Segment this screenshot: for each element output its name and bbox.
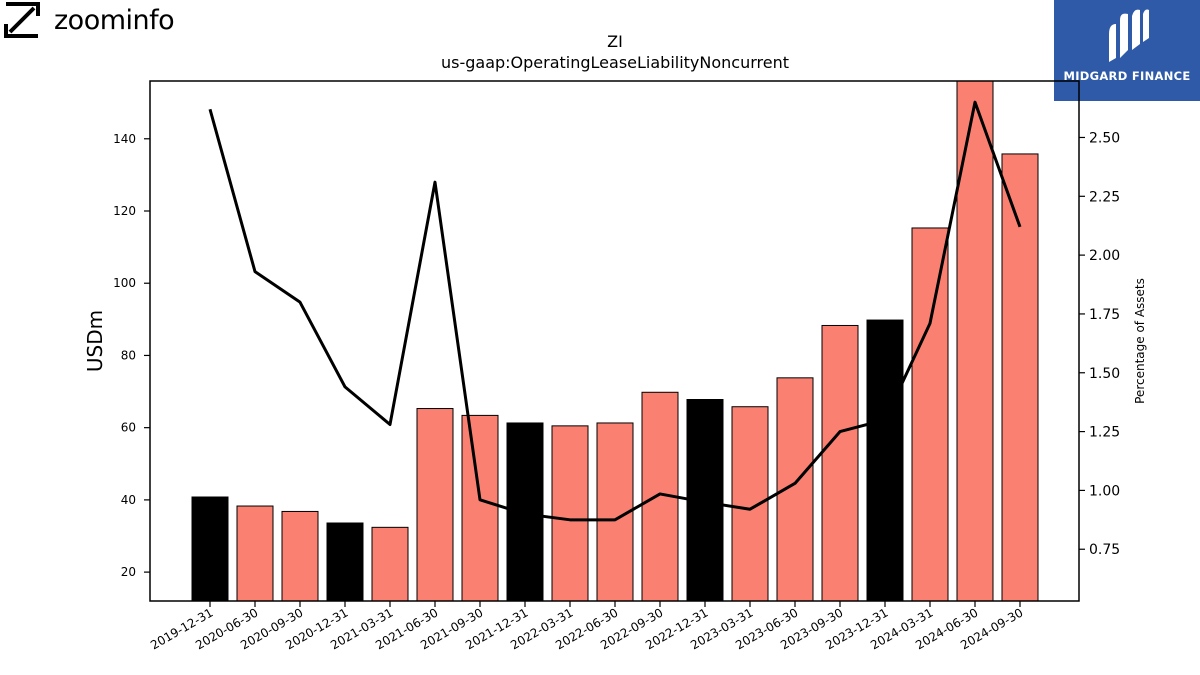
bar-2020-09-30 (281, 510, 319, 602)
percent-of-assets-line (208, 100, 1022, 522)
bar-2019-12-31 (191, 496, 229, 602)
midgard-wordmark: MIDGARD FINANCE (1063, 69, 1191, 83)
bar-2022-03-31 (551, 425, 589, 602)
bar-2020-06-30 (236, 505, 274, 602)
y-tick-label: 60 (121, 421, 136, 435)
y-axis-label: USDm (83, 310, 107, 372)
bar-2023-09-30 (821, 324, 859, 602)
zoominfo-wordmark: zoominfo (54, 4, 175, 36)
y-tick-label: 120 (113, 204, 136, 218)
midgard-emblem-icon (1109, 9, 1149, 62)
zoominfo-logo: zoominfo (4, 2, 175, 38)
bar-2023-03-31 (731, 406, 769, 602)
line-layer (208, 100, 1022, 522)
bar-2021-09-30 (461, 414, 499, 602)
bar-2023-12-31 (866, 319, 904, 602)
midgard-finance-logo: MIDGARD FINANCE (1054, 0, 1200, 101)
y2-tick-label: 0.75 (1089, 542, 1120, 558)
y2-tick-label: 1.00 (1089, 483, 1120, 499)
y-tick-label: 40 (121, 493, 136, 507)
y-tick-label: 20 (121, 565, 136, 579)
bar-2021-06-30 (416, 408, 454, 602)
y-tick-label: 140 (113, 132, 136, 146)
chart-title: ZI (607, 32, 623, 51)
bar-2021-12-31 (506, 422, 544, 602)
bars-layer (191, 80, 1039, 602)
y2-tick-label: 2.00 (1089, 248, 1120, 264)
y-tick-label: 100 (113, 276, 136, 290)
bar-2024-09-30 (1001, 153, 1039, 602)
y2-axis-label: Percentage of Assets (1133, 278, 1147, 404)
zoominfo-icon (4, 2, 40, 38)
y2-tick-label: 2.25 (1089, 189, 1120, 205)
y-tick-label: 80 (121, 348, 136, 362)
bar-2021-03-31 (371, 526, 409, 602)
bar-2020-12-31 (326, 522, 364, 602)
y2-tick-label: 2.50 (1089, 130, 1120, 146)
bar-2024-03-31 (911, 227, 949, 602)
y2-tick-label: 1.50 (1089, 366, 1120, 382)
y2-tick-label: 1.75 (1089, 307, 1120, 323)
y2-tick-label: 1.25 (1089, 425, 1120, 441)
chart-subtitle: us-gaap:OperatingLeaseLiabilityNoncurren… (440, 53, 790, 72)
